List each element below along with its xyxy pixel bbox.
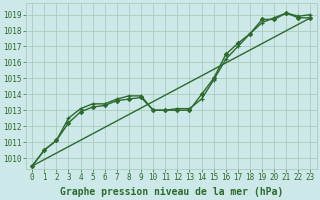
- X-axis label: Graphe pression niveau de la mer (hPa): Graphe pression niveau de la mer (hPa): [60, 186, 283, 197]
